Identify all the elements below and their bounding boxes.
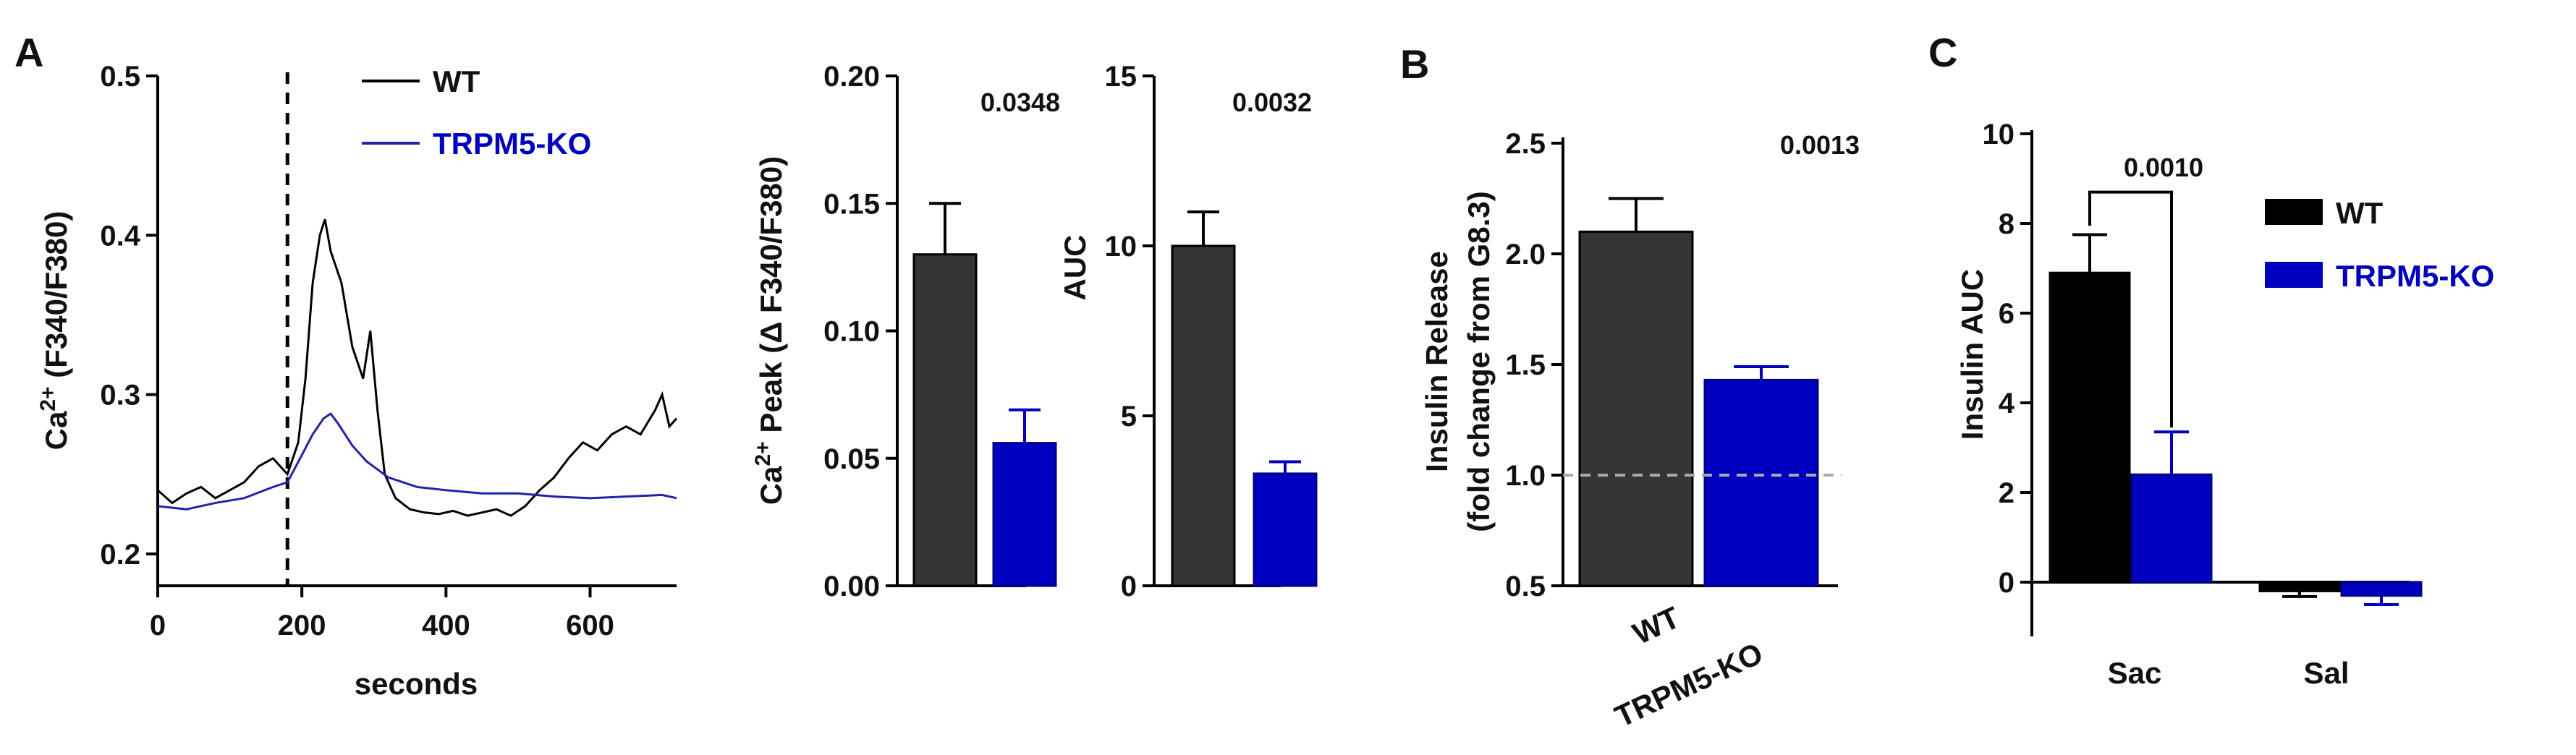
legend-ko-label: TRPM5-KO <box>433 127 591 161</box>
insauc-ytick-label-2: 4 <box>1999 388 2015 419</box>
insrel-errorbar-ko <box>1734 365 1789 380</box>
insrel-ytick-label-3: 2.0 <box>1505 239 1546 270</box>
insauc-bar-sac-wt <box>2048 271 2131 584</box>
auc-p-value: 0.0032 <box>1232 88 1312 117</box>
peak-ytick-label-1: 0.05 <box>823 443 880 475</box>
insrel-y-label-line2: (fold change from G8.3) <box>1462 191 1496 532</box>
trace-x-label: seconds <box>355 667 478 701</box>
insulin-auc-chart: 0 2 4 6 8 10 0.0010 Insulin AUC Sac Sal WT TR… <box>1955 119 2494 690</box>
significance-bracket <box>2088 190 2173 428</box>
peak-errorbar-wt <box>929 202 961 255</box>
insauc-x-label-sal: Sal <box>2303 656 2349 690</box>
calcium-trace-chart: 0.2 0.3 0.4 0.5 0 200 400 600 seconds Ca2+ (F3… <box>36 61 678 701</box>
insauc-errorbar-sac-wt <box>2072 233 2107 273</box>
insauc-legend-wt-label: WT <box>2336 196 2384 230</box>
insauc-bar-sal-wt <box>2258 581 2341 592</box>
auc-errorbar-ko <box>1269 460 1301 474</box>
peak-p-value: 0.0348 <box>980 88 1060 117</box>
insrel-bar-wt <box>1578 230 1694 587</box>
trace-ytick-label-1: 0.3 <box>100 380 140 411</box>
insauc-y-label: Insulin AUC <box>1955 269 1989 440</box>
peak-errorbar-ko <box>1009 408 1041 443</box>
insrel-x-label-wt: WT <box>1627 600 1685 651</box>
peak-ytick-label-0: 0.00 <box>823 571 880 602</box>
insauc-legend-wt-swatch <box>2265 199 2323 225</box>
trace-ytick-label-2: 0.4 <box>100 220 140 252</box>
insauc-p-value: 0.0010 <box>2124 153 2203 182</box>
trace-wt-series <box>157 218 678 517</box>
peak-bar-wt <box>912 253 978 587</box>
trace-ytick-label-3: 0.5 <box>100 61 140 93</box>
trace-xtick-label-3: 600 <box>566 610 614 641</box>
insauc-ytick-label-1: 2 <box>1999 477 2014 509</box>
insrel-p-value: 0.0013 <box>1780 130 1860 160</box>
insauc-bar-sal-ko <box>2340 581 2423 597</box>
auc-ytick-label-3: 15 <box>1105 61 1137 93</box>
insauc-errorbar-sal-ko <box>2364 595 2399 606</box>
auc-bar-wt <box>1171 244 1236 587</box>
peak-ytick-label-4: 0.20 <box>823 61 880 93</box>
peak-ytick-label-3: 0.15 <box>823 188 880 220</box>
panel-letter-b: B <box>1400 41 1429 87</box>
insrel-y-label-line1: Insulin Release <box>1420 251 1454 472</box>
insauc-errorbar-sal-wt <box>2282 591 2317 598</box>
insrel-ytick-label-2: 1.5 <box>1505 349 1546 381</box>
trace-ytick-label-0: 0.2 <box>100 539 140 571</box>
insauc-ytick-label-3: 6 <box>1999 298 2014 330</box>
insauc-ytick-label-4: 8 <box>1999 208 2014 240</box>
insrel-bar-ko <box>1703 378 1819 587</box>
insauc-ytick-label-0: 0 <box>1999 567 2014 599</box>
insulin-release-chart: 0.5 1.0 1.5 2.0 2.5 0.0013 Insulin Release (… <box>1420 128 1860 734</box>
panel-letter-c: C <box>1928 30 1957 75</box>
peak-ytick-label-2: 0.10 <box>823 316 880 348</box>
panel-letter-a: A <box>14 30 43 75</box>
insauc-legend-ko-label: TRPM5-KO <box>2336 259 2494 293</box>
insrel-errorbar-wt <box>1609 197 1664 232</box>
insauc-legend-ko-swatch <box>2265 262 2323 288</box>
trace-xtick-label-0: 0 <box>150 610 166 641</box>
auc-bar-ko <box>1253 472 1318 587</box>
peak-y-label: Ca2+ Peak (Δ F340/F380) <box>751 156 788 505</box>
auc-ytick-label-0: 0 <box>1121 571 1137 602</box>
insrel-x-label-ko: TRPM5-KO <box>1610 636 1768 733</box>
peak-bar-ko <box>992 442 1057 587</box>
legend-wt-label: WT <box>433 64 480 98</box>
calcium-peak-chart: 0.00 0.05 0.10 0.15 0.20 0.0348 Ca2+ Peak (Δ… <box>751 61 1060 602</box>
insauc-ytick-label-5: 10 <box>1983 119 2015 150</box>
trace-y-label: Ca2+ (F340/F380) <box>36 211 73 451</box>
trace-ko-series <box>157 412 677 511</box>
trace-xtick-label-2: 400 <box>422 610 470 641</box>
auc-errorbar-wt <box>1187 210 1219 246</box>
insauc-x-label-sac: Sac <box>2108 656 2162 690</box>
insrel-ytick-label-1: 1.0 <box>1505 460 1546 492</box>
trace-xtick-label-1: 200 <box>278 610 326 641</box>
auc-y-label: AUC <box>1058 235 1092 301</box>
calcium-auc-chart: 0 5 10 15 0.0032 AUC <box>1058 61 1318 602</box>
insauc-bar-sac-ko <box>2130 473 2213 584</box>
insauc-errorbar-sac-ko <box>2154 430 2189 475</box>
auc-ytick-label-2: 10 <box>1105 231 1137 263</box>
insrel-ytick-label-4: 2.5 <box>1505 128 1546 160</box>
auc-ytick-label-1: 5 <box>1121 401 1137 432</box>
insrel-ytick-label-0: 0.5 <box>1505 571 1546 602</box>
